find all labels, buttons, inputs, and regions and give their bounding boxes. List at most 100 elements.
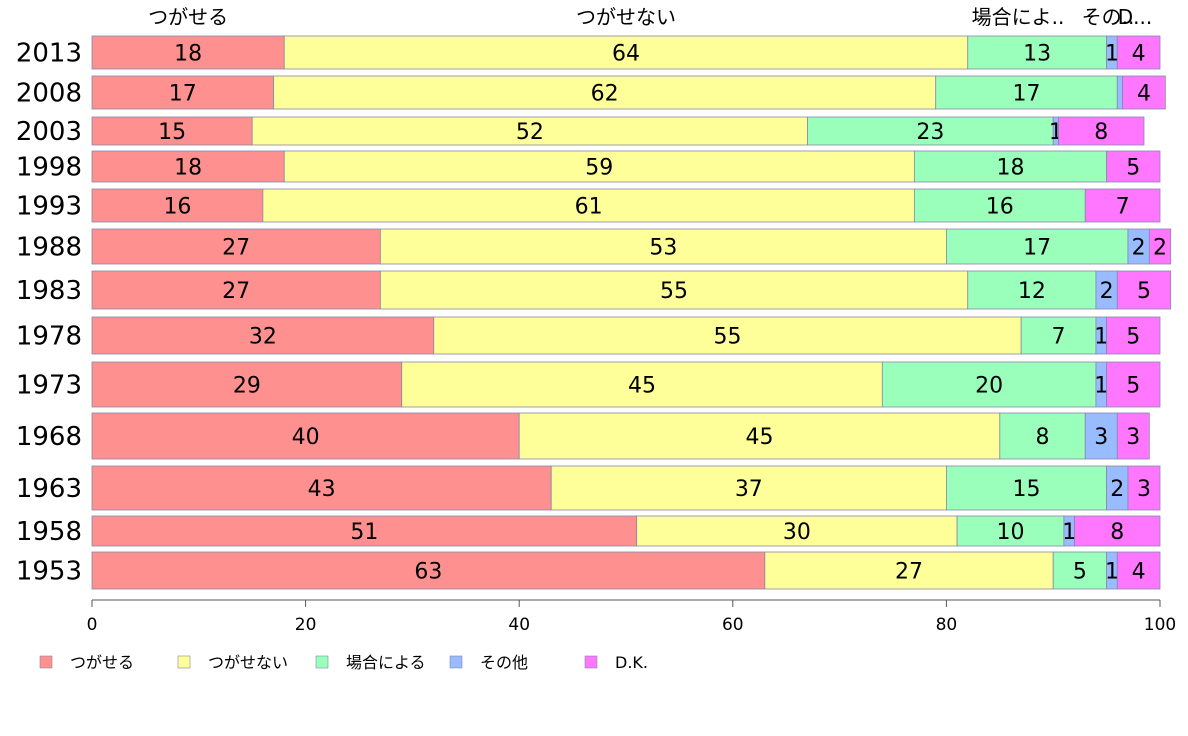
category-label: 1978	[16, 322, 82, 352]
bar-row: 1963 43 37 15 2 3	[16, 465, 1161, 511]
bar-segment	[91, 270, 381, 310]
bar-segment	[91, 35, 285, 70]
legend-item: つがせる	[39, 653, 134, 672]
data-label: 5	[1126, 156, 1140, 181]
data-label: 27	[895, 560, 923, 585]
data-label: 8	[1110, 520, 1124, 545]
data-label: 1	[1094, 374, 1108, 399]
top-label: つがせない	[576, 5, 676, 29]
bar-segment	[967, 270, 1097, 310]
legend-item: つがせない	[177, 653, 288, 672]
bar-segment	[273, 75, 937, 110]
data-label: 5	[1137, 279, 1151, 304]
data-label: 8	[1094, 120, 1108, 145]
bar-segment	[1084, 412, 1118, 460]
category-label: 1953	[16, 557, 82, 587]
x-tick-label: 60	[722, 615, 744, 635]
data-label: 4	[1132, 560, 1146, 585]
legend-label: 場合による	[346, 653, 426, 672]
bar-segment	[946, 228, 1129, 265]
top-label: その..	[1082, 5, 1135, 29]
top-label: D...	[1118, 5, 1152, 29]
data-label: 32	[249, 325, 277, 350]
data-label: 18	[174, 156, 202, 181]
data-label: 17	[1023, 236, 1051, 261]
bar-segment	[1106, 150, 1161, 183]
legend-item: 場合による	[315, 653, 426, 672]
legend-swatch	[39, 655, 53, 669]
bar-segment	[91, 551, 766, 590]
top-labels: つがせる つがせない 場合によ.. その..D...	[148, 5, 1152, 29]
bar-segment	[1084, 188, 1161, 223]
bar-segment	[283, 35, 969, 70]
data-label: 17	[169, 82, 197, 107]
x-tick-label: 0	[87, 615, 98, 635]
data-label: 27	[222, 236, 250, 261]
bar-segment	[999, 412, 1086, 460]
category-label: 1993	[16, 192, 82, 222]
top-label: つがせる	[148, 5, 228, 29]
data-label: 63	[414, 560, 442, 585]
data-label: 2	[1110, 477, 1124, 502]
category-label: 2008	[16, 79, 82, 109]
data-label: 20	[975, 374, 1003, 399]
data-label: 1	[1094, 325, 1108, 350]
data-label: 2	[1132, 236, 1146, 261]
bar-segment	[379, 228, 947, 265]
data-label: 2	[1153, 236, 1167, 261]
bar-row: 1988 27 53 17 2 2	[16, 228, 1172, 265]
data-label: 16	[163, 195, 191, 220]
bar-segment	[881, 361, 1097, 408]
x-tick-label: 20	[295, 615, 317, 635]
data-label: 15	[158, 120, 186, 145]
legend: つがせる つがせない 場合による その他 D.K.	[39, 653, 648, 672]
data-label: 18	[996, 156, 1024, 181]
data-label: 16	[986, 195, 1014, 220]
bar-segment	[807, 116, 1054, 146]
category-label: 2003	[16, 117, 82, 147]
data-label: 3	[1137, 477, 1151, 502]
data-label: 45	[746, 425, 774, 450]
bar-segment	[401, 361, 883, 408]
bar-row: 1968 40 45 8 3 3	[16, 412, 1150, 460]
legend-swatch	[449, 655, 463, 669]
bar-segment	[956, 515, 1065, 547]
data-label: 45	[628, 374, 656, 399]
legend-label: つがせる	[70, 653, 134, 672]
bar-segment	[1116, 270, 1172, 310]
bar-segment	[91, 316, 435, 355]
data-label: 23	[916, 120, 944, 145]
bar-row: 2013 18 64 13 1 4	[16, 35, 1161, 70]
data-label: 55	[660, 279, 688, 304]
bar-segment	[1116, 75, 1124, 110]
data-label: 5	[1073, 560, 1087, 585]
data-label: 12	[1018, 279, 1046, 304]
data-label: 52	[516, 120, 544, 145]
category-label: 1968	[16, 422, 82, 452]
bar-segment	[967, 35, 1108, 70]
category-label: 1983	[16, 276, 82, 306]
data-label: 8	[1036, 425, 1050, 450]
data-label: 3	[1126, 425, 1140, 450]
bar-segment	[1148, 228, 1172, 265]
data-label: 43	[308, 477, 336, 502]
data-label: 29	[233, 374, 261, 399]
data-label: 1	[1105, 560, 1119, 585]
bar-segment	[1116, 551, 1161, 590]
bar-segment	[1116, 412, 1150, 460]
bar-segment	[913, 188, 1086, 223]
bar-segment	[1074, 515, 1161, 547]
bar-segment	[1122, 75, 1166, 110]
top-label: 場合によ..	[972, 5, 1065, 29]
data-label: 5	[1126, 325, 1140, 350]
category-label: 1988	[16, 233, 82, 263]
data-label: 10	[996, 520, 1024, 545]
bar-segment	[91, 188, 264, 223]
data-label: 53	[649, 236, 677, 261]
bar-segment	[91, 116, 253, 146]
bar-segment	[946, 465, 1108, 511]
category-label: 1958	[16, 517, 82, 547]
data-label: 2	[1100, 279, 1114, 304]
bar-segment	[91, 75, 274, 110]
